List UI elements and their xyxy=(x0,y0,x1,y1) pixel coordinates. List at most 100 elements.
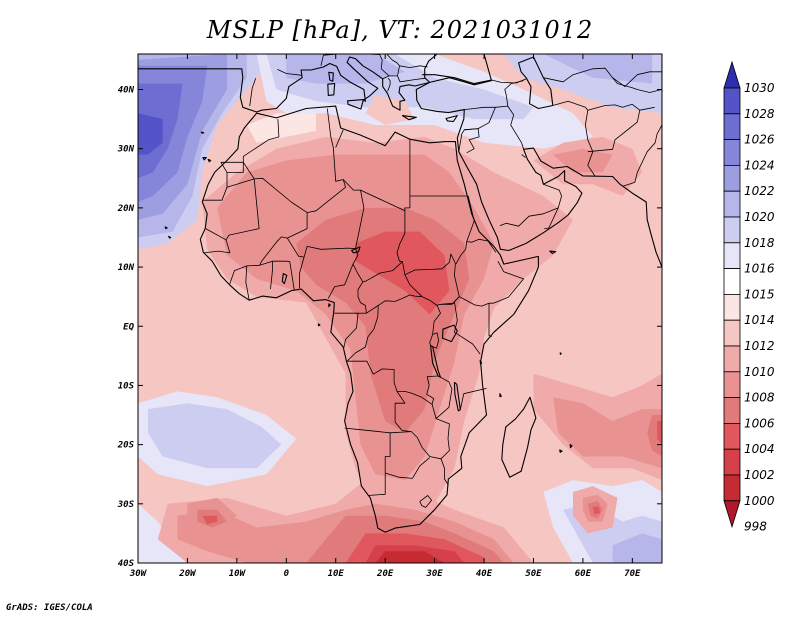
colorbar-swatch xyxy=(723,190,741,218)
border-botswana-east xyxy=(411,431,449,486)
coastline-cyprus xyxy=(445,115,458,123)
lon-tick-label: 60E xyxy=(575,569,592,579)
lat-tick-label: 20N xyxy=(117,204,135,214)
border-italy-alps xyxy=(320,54,341,66)
colorbar-label: 1022 xyxy=(744,184,775,198)
coastline-cape-verde-1 xyxy=(168,235,172,239)
border-mauritania-east xyxy=(205,178,260,241)
isobar-region-high-sw-1018 xyxy=(147,403,282,469)
colorbar-swatch xyxy=(723,448,741,476)
border-greece-albania xyxy=(387,78,391,92)
border-drc-south xyxy=(347,360,439,405)
border-w-sahara xyxy=(202,161,244,201)
border-ethiopia-somalia xyxy=(453,261,524,307)
colorbar-swatch xyxy=(723,474,741,502)
border-chad-east xyxy=(352,210,406,283)
colorbar-swatch xyxy=(723,397,741,424)
colorbar-label: 998 xyxy=(744,520,767,534)
lat-tick-label: 40N xyxy=(118,86,135,96)
colorbar-swatch xyxy=(723,293,741,321)
border-benin-togo xyxy=(270,260,295,290)
border-sudan-ethiopia xyxy=(455,195,475,265)
colorbar-swatch xyxy=(723,87,741,115)
colorbar-swatch xyxy=(723,216,741,244)
coastline-crete xyxy=(401,115,417,121)
lon-tick-label: 30W xyxy=(129,569,148,579)
map-title: MSLP [hPa], VT: 2021031012 xyxy=(206,16,594,44)
colorbar-label: 1006 xyxy=(744,416,775,430)
lon-tick-label: 50E xyxy=(525,569,542,579)
colorbar-label: 1026 xyxy=(744,133,775,147)
colorbar: 1030 1028 1026 1024 1022 1020 1018 1016 1015 1014… xyxy=(723,60,775,534)
coastline-reunion xyxy=(559,449,563,453)
border-turkmen-uzbek xyxy=(552,100,641,111)
border-mozambique-inland xyxy=(435,418,450,460)
coastline-caspian xyxy=(518,56,554,110)
isobar-region-low-se-1004 xyxy=(592,506,601,515)
border-eritrea xyxy=(466,238,497,253)
border-saudi-iraq xyxy=(477,105,524,150)
border-france-spain xyxy=(277,69,303,76)
colorbar-label: 1024 xyxy=(744,158,775,172)
coastline-comoros xyxy=(499,393,502,398)
border-guinea-coast xyxy=(229,265,247,285)
lat-tick-label: 20S xyxy=(117,441,135,451)
coastline-sicily xyxy=(347,99,364,110)
border-sudan-ssudan xyxy=(402,253,456,276)
colorbar-label: 1020 xyxy=(744,210,775,224)
colorbar-label: 1012 xyxy=(744,339,775,353)
grads-credit: GrADS: IGES/COLA xyxy=(6,603,93,613)
lat-tick-label: 10S xyxy=(118,381,135,391)
coastline-lake-chad xyxy=(351,246,361,254)
border-ssudan-south xyxy=(357,281,460,314)
colorbar-label: 1018 xyxy=(744,236,775,250)
colorbar-swatch xyxy=(723,319,741,347)
coastline-madagascar xyxy=(501,396,537,478)
lon-tick-label: 10E xyxy=(328,569,345,579)
colorbar-label: 1008 xyxy=(744,391,775,405)
coastline-lake-victoria xyxy=(441,324,458,343)
coastline-mauritius xyxy=(569,444,573,449)
colorbar-label: 1014 xyxy=(744,313,775,327)
isobar-region-high-med-1020 xyxy=(286,54,405,84)
border-balkans-1 xyxy=(382,75,425,83)
lon-tick-label: 20E xyxy=(376,569,394,579)
coastline-europe xyxy=(138,54,438,113)
coastline-sardinia xyxy=(327,83,336,96)
colorbar-swatch xyxy=(723,139,741,166)
colorbar-swatch xyxy=(723,164,741,192)
isobar-region-low-sw-1004 xyxy=(202,515,218,525)
isobar-region-low-io-1008 xyxy=(553,397,662,469)
lat-tick-label: 10N xyxy=(118,263,135,273)
border-senegal-mali xyxy=(203,239,231,254)
isobar-region-land-1014-morocco xyxy=(246,113,316,143)
border-algeria-south xyxy=(242,108,347,214)
coastline-canary-1 xyxy=(207,158,212,163)
coastline-zanzibar xyxy=(479,360,483,365)
colorbar-label: 1004 xyxy=(744,442,775,456)
colorbar-swatch xyxy=(723,422,741,450)
border-caucasus xyxy=(491,78,527,84)
border-saudi-yemen-oman xyxy=(499,183,562,227)
coastline-bioko xyxy=(328,303,331,308)
lat-tick-label: 30S xyxy=(117,500,135,510)
colorbar-label: 1015 xyxy=(744,287,775,301)
border-nigeria-west xyxy=(299,256,305,289)
lon-tick-label: 20W xyxy=(178,569,197,579)
coastline-socotra xyxy=(549,250,557,255)
border-pakistan-india xyxy=(623,124,662,187)
border-drc-outline xyxy=(346,305,379,362)
border-portugal-spain xyxy=(249,78,257,107)
lon-tick-label: 10W xyxy=(229,569,247,579)
country-borders xyxy=(202,54,662,508)
coastline-canary-2 xyxy=(202,157,207,161)
colorbar-swatch xyxy=(723,345,741,373)
border-car-ssudan xyxy=(404,274,423,297)
border-turkey-south xyxy=(464,106,496,110)
lon-tick-label: 70E xyxy=(624,569,641,579)
border-rwanda-burundi xyxy=(430,332,440,349)
lon-tick-label: 40E xyxy=(476,569,493,579)
isobar-region-low-south-1000 xyxy=(375,551,445,563)
border-kazakh-south xyxy=(543,67,662,87)
coastline-lake-malawi xyxy=(453,381,461,412)
